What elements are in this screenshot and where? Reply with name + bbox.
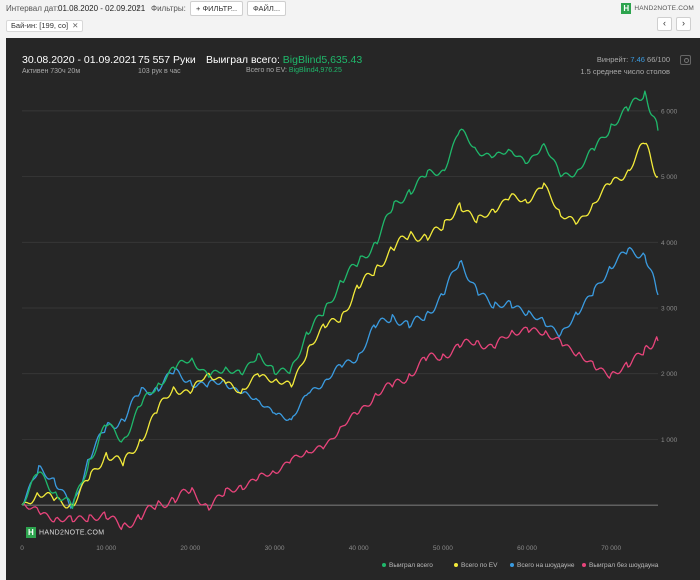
x-tick-label: 20 000 xyxy=(180,545,200,552)
legend-label: Выиграл всего xyxy=(389,562,433,569)
legend-dot-icon xyxy=(454,563,458,568)
grid-lines xyxy=(22,110,658,506)
active-time: Активен 730ч 20м xyxy=(22,68,81,75)
date-label: Интервал дат: xyxy=(6,4,59,13)
winrate: Винрейт: 7.46 66/100 xyxy=(597,55,670,64)
legend-dot-icon xyxy=(510,563,514,568)
y-tick-label: 4 000 xyxy=(661,240,678,247)
active-filters-row: Бай-ин: [199, со] ✕ xyxy=(0,18,700,34)
series-line-1 xyxy=(21,142,659,509)
graph-panel: 30.08.2020 - 01.09.2021 Активен 730ч 20м… xyxy=(6,38,700,580)
x-tick-label: 40 000 xyxy=(349,545,369,552)
series-line-2 xyxy=(21,246,659,509)
y-tick-label: 5 000 xyxy=(661,174,678,181)
legend-item[interactable]: Выиграл без шоудауна xyxy=(582,562,658,569)
camera-icon[interactable] xyxy=(680,55,691,65)
toolbar: Интервал дат: 01.08.2020 - 02.09.2021 ▾ … xyxy=(0,0,700,18)
avg-tables: 1.5 среднее число столов xyxy=(580,67,670,76)
prev-button[interactable]: ‹ xyxy=(657,17,672,31)
x-tick-label: 10 000 xyxy=(96,545,116,552)
x-tick-label: 30 000 xyxy=(265,545,285,552)
logo-text: HAND2NOTE.COM xyxy=(634,5,694,13)
file-button[interactable]: ФАЙЛ... xyxy=(247,1,287,16)
series-line-0 xyxy=(21,90,659,510)
period-title: 30.08.2020 - 01.09.2021 xyxy=(22,54,137,66)
y-tick-label: 1 000 xyxy=(661,437,678,444)
legend-label: Всего на шоудауне xyxy=(517,562,575,569)
won-total-label: Выиграл всего: xyxy=(206,54,280,66)
close-icon[interactable]: ✕ xyxy=(72,21,79,30)
filter-tag[interactable]: Бай-ин: [199, со] ✕ xyxy=(6,20,84,32)
x-tick-label: 70 000 xyxy=(601,545,621,552)
legend-item[interactable]: Выиграл всего xyxy=(382,562,433,569)
legend-item[interactable]: Всего на шоудауне xyxy=(510,562,574,569)
filters-label: Фильтры: xyxy=(151,4,186,13)
y-tick-label: 2 000 xyxy=(661,371,678,378)
watermark-text: HAND2NOTE.COM xyxy=(39,529,105,537)
tick-labels: 1 000 2 000 3 000 4 000 5 000 6 000 0 10 000 20 … xyxy=(20,108,677,552)
chevron-down-icon[interactable]: ▾ xyxy=(137,5,141,12)
next-button[interactable]: › xyxy=(676,17,691,31)
won-total-value: BigBlind5,635.43 xyxy=(282,54,363,66)
legend-dot-icon xyxy=(582,563,586,568)
series-lines xyxy=(21,90,659,531)
ev-total: Всего по EV: BigBlind4,976.25 xyxy=(246,67,342,74)
hands-count: 75 557 Руки xyxy=(138,54,196,66)
legend-label: Всего по EV xyxy=(461,562,498,569)
watermark: H HAND2NOTE.COM xyxy=(26,527,104,538)
x-tick-label: 50 000 xyxy=(433,545,453,552)
y-tick-label: 3 000 xyxy=(661,306,678,313)
date-range-value[interactable]: 01.08.2020 - 02.09.2021 xyxy=(58,4,146,13)
series-line-3 xyxy=(21,326,659,531)
graph-chart: 1 000 2 000 3 000 4 000 5 000 6 000 0 10 000 20 … xyxy=(20,90,678,552)
legend-dot-icon xyxy=(382,563,386,568)
winrate-label: Винрейт: xyxy=(596,55,629,64)
watermark-mark-icon: H xyxy=(26,527,36,538)
add-filter-button[interactable]: + ФИЛЬТР... xyxy=(190,1,244,16)
logo-mark-icon: H xyxy=(621,3,632,14)
filter-tag-label: Бай-ин: [199, со] xyxy=(11,21,69,30)
winrate-hands: 66/100 xyxy=(647,55,670,64)
legend-item[interactable]: Всего по EV xyxy=(454,562,497,569)
ev-total-value: BigBlind4,976.25 xyxy=(288,67,342,74)
legend-label: Выиграл без шоудауна xyxy=(589,562,659,569)
y-tick-label: 6 000 xyxy=(661,108,678,115)
x-tick-label: 60 000 xyxy=(517,545,537,552)
won-total: Выиграл всего: BigBlind5,635.43 xyxy=(206,54,362,66)
hands-per-hour: 103 рук в час xyxy=(138,68,181,75)
winrate-value: 7.46 xyxy=(630,55,645,64)
x-tick-label: 0 xyxy=(20,545,24,552)
hand2note-logo: H HAND2NOTE.COM xyxy=(621,3,694,14)
ev-total-label: Всего по EV: xyxy=(246,67,287,74)
